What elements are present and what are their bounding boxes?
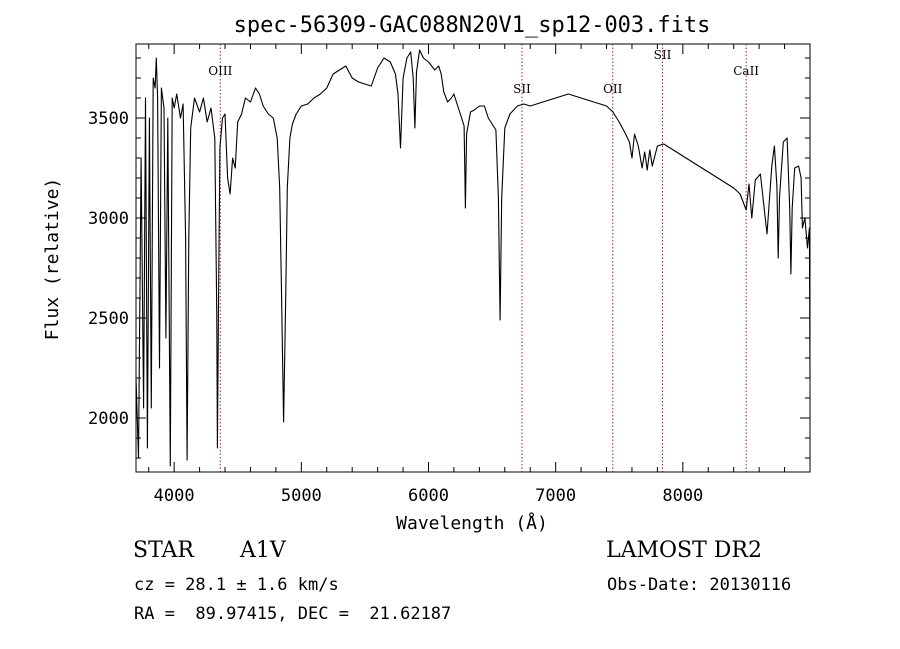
ra-dec-coordinates: RA = 89.97415, DEC = 21.62187 <box>134 604 452 624</box>
marker-label-1: SII <box>513 82 531 96</box>
y-tick-label: 3500 <box>88 109 129 129</box>
x-tick-label: 5000 <box>281 486 322 506</box>
plot-frame <box>135 43 811 473</box>
x-tick-label: 7000 <box>535 486 576 506</box>
x-tick-label: 4000 <box>154 486 195 506</box>
y-tick-label: 2500 <box>88 309 129 329</box>
redshift-cz: cz = 28.1 ± 1.6 km/s <box>134 575 339 595</box>
x-tick-label: 8000 <box>662 486 703 506</box>
plot-area <box>135 49 811 467</box>
x-axis-label: Wavelength (Å) <box>396 512 548 534</box>
marker-label-0: OIII <box>208 64 232 78</box>
y-axis-label: Flux (relative) <box>42 178 63 341</box>
line-markers: OIII SII OII SII CaII <box>208 44 759 472</box>
observation-date: Obs-Date: 20130116 <box>607 575 792 595</box>
x-tick-label: 6000 <box>408 486 449 506</box>
y-tick-label: 2000 <box>88 409 129 429</box>
chart-title: spec-56309-GAC088N20V1_sp12-003.fits <box>234 13 711 38</box>
spectral-subclass: A1V <box>240 538 286 563</box>
spectrum-line <box>135 49 811 467</box>
object-type: STAR <box>133 538 194 563</box>
marker-label-3: SII <box>654 48 672 62</box>
marker-label-4: CaII <box>733 64 759 78</box>
marker-label-2: OII <box>603 82 623 96</box>
axes: 4000 5000 6000 7000 8000 2000 2500 3000 3500 <box>88 43 811 506</box>
y-tick-label: 3000 <box>88 209 129 229</box>
survey-name: LAMOST DR2 <box>606 538 762 563</box>
